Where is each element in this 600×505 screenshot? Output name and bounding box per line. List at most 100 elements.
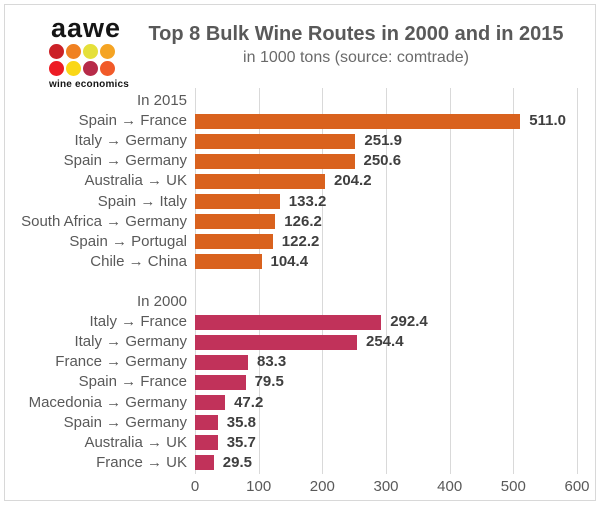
logo-dot-row	[49, 44, 129, 59]
bar-row: Australia → UK 204.2	[5, 171, 595, 191]
route-label: Spain → France	[78, 112, 187, 130]
route-label: France → Germany	[55, 353, 187, 371]
bar-row: Chile → China 104.4	[5, 252, 595, 272]
bar	[195, 173, 325, 189]
bar-value-label: 254.4	[366, 333, 404, 351]
bar-value-label: 47.2	[234, 393, 264, 411]
route-label: Italy → Germany	[74, 132, 187, 150]
route-label: Spain → France	[78, 373, 187, 391]
bar	[195, 153, 355, 169]
route-label: Chile → China	[90, 252, 187, 270]
route-label: Macedonia → Germany	[28, 393, 187, 411]
route-label: Italy → Germany	[74, 333, 187, 351]
group-label: In 2000	[136, 293, 187, 311]
bar-value-label: 204.2	[334, 172, 372, 190]
route-label: Spain → Germany	[63, 152, 187, 170]
bar-row: Italy → France 292.4	[5, 312, 595, 332]
x-axis: 0 100 200 300 400 500 600	[5, 477, 595, 499]
route-label: France → UK	[96, 453, 187, 471]
route-label: Spain → Italy	[97, 192, 187, 210]
gridline-x-300	[386, 88, 387, 474]
bar-value-label: 83.3	[257, 353, 287, 371]
gridline-x-500	[513, 88, 515, 474]
bar-value-label: 104.4	[270, 252, 309, 270]
route-label: Australia → UK	[84, 172, 187, 190]
logo-dot-row	[49, 61, 129, 76]
chart-header: aawe wine economics Top 8 Bulk Wine Rout…	[5, 5, 595, 90]
bar-row: Spain → France 79.5	[5, 372, 595, 392]
gridline-x-600	[577, 88, 578, 474]
gridline-x-400	[449, 88, 451, 474]
route-label: South Africa → Germany	[21, 212, 187, 230]
bar	[195, 314, 382, 330]
bar	[195, 455, 214, 471]
x-tick-label: 100	[246, 478, 272, 495]
bar	[195, 194, 280, 210]
x-tick-label: 400	[437, 478, 463, 495]
bar-value-label: 292.4	[390, 313, 428, 331]
bar	[195, 374, 246, 390]
group-label: In 2015	[136, 92, 187, 109]
logo-dot	[83, 44, 98, 59]
bar	[195, 435, 218, 451]
bar	[195, 395, 226, 411]
bar-value-label: 126.2	[284, 212, 322, 230]
x-tick-label: 300	[373, 478, 399, 495]
chart-frame: aawe wine economics Top 8 Bulk Wine Rout…	[4, 4, 596, 501]
x-tick-label: 600	[564, 478, 590, 495]
x-tick-label: 500	[500, 478, 526, 495]
gridline-x-0	[195, 88, 196, 474]
bar-value-label: 29.5	[222, 453, 252, 471]
logo-dot	[100, 61, 115, 76]
bar	[195, 354, 248, 370]
bar	[195, 234, 273, 250]
bar	[195, 254, 262, 270]
bar-row: Macedonia → Germany 47.2	[5, 393, 595, 413]
bar-value-label: 250.6	[363, 152, 402, 170]
bar-row: France → Germany 83.3	[5, 352, 595, 372]
x-tick-label: 200	[309, 478, 335, 495]
logo-dot	[83, 61, 98, 76]
route-label: Italy → France	[89, 313, 187, 331]
logo-wordmark: aawe	[51, 13, 122, 43]
bar-value-label: 35.7	[226, 433, 256, 451]
route-label: Spain → Portugal	[69, 232, 187, 250]
bar-row: Spain → Portugal 122.2	[5, 232, 595, 252]
bar	[195, 334, 357, 350]
bar-row: Spain → France 511.0	[5, 111, 595, 131]
spacer-row	[5, 272, 595, 292]
bar	[195, 415, 218, 431]
chart-title: Top 8 Bulk Wine Routes in 2000 and in 20…	[148, 23, 564, 45]
group-header-row: In 2015	[5, 91, 595, 111]
bar-value-label: 35.8	[226, 413, 256, 431]
bar-value-label: 122.2	[281, 232, 320, 250]
chart-subtitle: in 1000 tons (source: comtrade)	[243, 49, 469, 66]
bar-row: South Africa → Germany 126.2	[5, 212, 595, 232]
gridline-x-100	[258, 88, 260, 474]
logo-tagline: wine economics	[49, 79, 130, 90]
logo-dot	[100, 44, 115, 59]
bar-row: Australia → UK 35.7	[5, 433, 595, 453]
route-label: Spain → Germany	[63, 413, 187, 431]
logo-dot	[66, 44, 81, 59]
bar-row: Italy → Germany 251.9	[5, 131, 595, 151]
group-header-row: In 2000	[5, 292, 595, 312]
bar-value-label: 79.5	[254, 373, 284, 391]
bar-rows: In 2015 Spain → France 511.0 Italy → German…	[5, 91, 595, 473]
logo-dot	[49, 61, 64, 76]
bar	[195, 214, 276, 230]
x-tick-label: 0	[190, 478, 200, 495]
logo-dots-grid	[49, 44, 129, 76]
bar	[195, 113, 521, 129]
aawe-logo: aawe wine economics	[49, 15, 129, 90]
logo-dot	[66, 61, 81, 76]
bar-row: Spain → Germany 250.6	[5, 151, 595, 171]
title-block: Top 8 Bulk Wine Routes in 2000 and in 20…	[125, 21, 587, 69]
bar-row: Spain → Italy 133.2	[5, 192, 595, 212]
logo-dot	[49, 44, 64, 59]
bar-value-label: 251.9	[364, 132, 402, 150]
gridline-x-200	[322, 88, 324, 474]
bar-row: Italy → Germany 254.4	[5, 332, 595, 352]
bar-row: France → UK 29.5	[5, 453, 595, 473]
